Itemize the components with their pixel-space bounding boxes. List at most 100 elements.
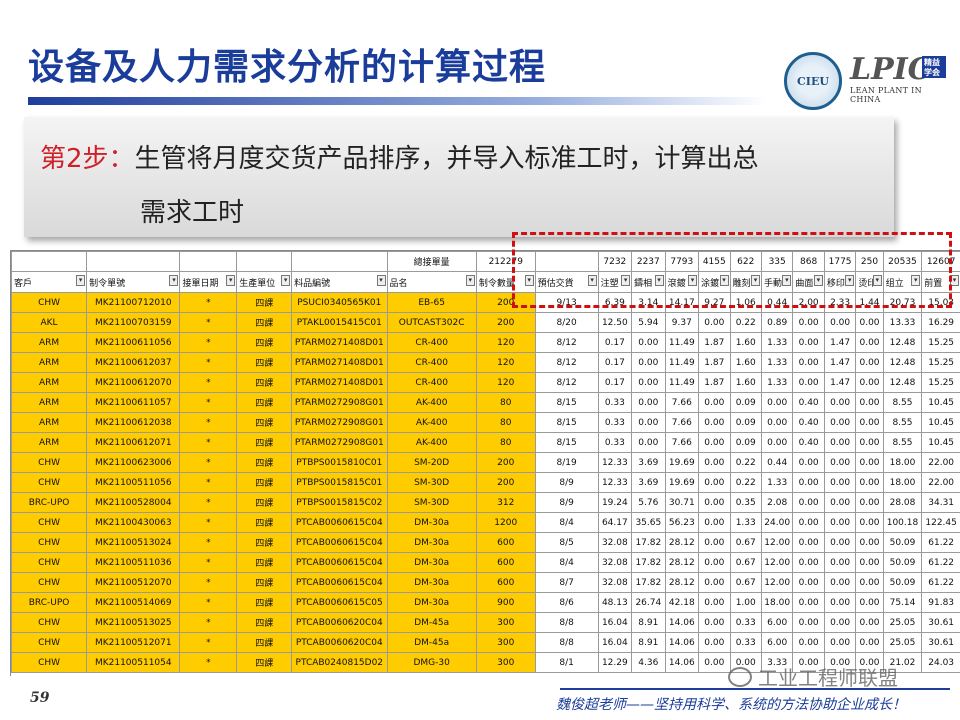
step-callout-box xyxy=(24,117,894,237)
table-cell: AKL xyxy=(11,312,88,333)
table-cell: * xyxy=(179,472,238,493)
table-cell: 8/1 xyxy=(534,652,599,673)
table-cell: 12.29 xyxy=(597,652,633,673)
table-cell: 0.00 xyxy=(792,492,825,513)
table-cell: 8.91 xyxy=(631,612,666,633)
table-row: AKL MK21100703159 * 四課 PTAKL0015415C01 OUTCAS… xyxy=(11,312,960,333)
filter-dropdown-icon[interactable]: ▾ xyxy=(621,275,631,286)
table-cell: 0.33 xyxy=(597,432,633,453)
table-cell: 0.00 xyxy=(823,552,857,573)
table-cell: 0.00 xyxy=(855,632,884,653)
filter-dropdown-icon[interactable]: ▾ xyxy=(688,275,698,286)
table-cell: 8/19 xyxy=(534,452,599,473)
filter-dropdown-icon[interactable]: ▾ xyxy=(587,275,597,286)
table-cell: 61.22 xyxy=(921,552,960,573)
table-cell: 200 xyxy=(475,312,536,333)
total-cell xyxy=(291,251,388,272)
table-cell: MK21100611056 xyxy=(86,332,181,353)
table-cell: CR-400 xyxy=(386,332,477,353)
filter-dropdown-icon[interactable]: ▾ xyxy=(872,275,882,286)
filter-dropdown-icon[interactable]: ▾ xyxy=(654,275,664,286)
filter-dropdown-icon[interactable]: ▾ xyxy=(376,275,386,286)
table-cell: 8/5 xyxy=(534,532,599,553)
table-cell: 12.00 xyxy=(760,552,794,573)
table-cell: ARM xyxy=(11,332,88,353)
filter-dropdown-icon[interactable]: ▾ xyxy=(911,275,921,286)
column-header: 烫印 ▾ xyxy=(855,271,884,293)
column-header-label: 前置 xyxy=(924,278,943,289)
table-cell: 0.00 xyxy=(855,392,884,413)
column-header: 移印 ▾ xyxy=(823,271,857,293)
filter-dropdown-icon[interactable]: ▾ xyxy=(813,275,823,286)
table-cell: 8/12 xyxy=(534,352,599,373)
table-cell: 18.00 xyxy=(882,452,923,473)
table-cell: 8/6 xyxy=(534,592,599,613)
table-cell: 0.00 xyxy=(698,392,731,413)
table-cell: 0.00 xyxy=(792,512,825,533)
table-cell: MK21100623006 xyxy=(86,452,181,473)
table-cell: 0.00 xyxy=(823,572,857,593)
table-cell: PTARM0271408D01 xyxy=(291,372,388,393)
table-cell: 28.12 xyxy=(664,532,700,553)
table-cell: CHW xyxy=(11,472,88,493)
table-cell: 32.08 xyxy=(597,572,633,593)
table-cell: 3.69 xyxy=(631,472,666,493)
table-row: ARM MK21100611056 * 四課 PTARM0271408D01 CR-400… xyxy=(11,332,960,353)
column-header-label: 曲面 xyxy=(795,278,814,289)
table-cell: 四課 xyxy=(236,432,293,453)
table-cell: 91.83 xyxy=(921,592,960,613)
table-cell: 0.00 xyxy=(698,432,731,453)
table-cell: 0.22 xyxy=(729,312,762,333)
filter-dropdown-icon[interactable]: ▾ xyxy=(719,275,729,286)
column-header: 涂鍍 ▾ xyxy=(698,271,731,293)
column-header-label: 涂鍍 xyxy=(701,278,720,289)
table-cell: MK21100612071 xyxy=(86,432,181,453)
filter-dropdown-icon[interactable]: ▾ xyxy=(226,275,236,286)
filter-dropdown-icon[interactable]: ▾ xyxy=(169,275,179,286)
table-cell: MK21100430063 xyxy=(86,512,181,533)
filter-dropdown-icon[interactable]: ▾ xyxy=(76,275,86,286)
table-cell: ARM xyxy=(11,372,88,393)
table-cell: 312 xyxy=(475,492,536,513)
table-cell: 12.48 xyxy=(882,352,923,373)
table-cell: OUTCAST302C xyxy=(386,312,477,333)
table-cell: 50.09 xyxy=(882,532,923,553)
table-cell: 1.33 xyxy=(760,332,794,353)
table-cell: BRC-UPO xyxy=(11,492,88,513)
table-cell: 0.00 xyxy=(698,492,731,513)
table-cell: 四課 xyxy=(236,292,293,313)
table-cell: * xyxy=(179,512,238,533)
table-cell: MK21100511036 xyxy=(86,552,181,573)
filter-dropdown-icon[interactable]: ▾ xyxy=(782,275,792,286)
table-cell: 0.00 xyxy=(792,452,825,473)
watermark: 工业工程师联盟 xyxy=(728,662,898,691)
table-cell: 48.13 xyxy=(597,592,633,613)
table-cell: 0.67 xyxy=(729,552,762,573)
table-cell: 0.22 xyxy=(729,452,762,473)
column-header-label: 雕刻 xyxy=(732,278,751,289)
total-label: 總接單量 xyxy=(386,251,477,272)
table-cell: ARM xyxy=(11,352,88,373)
table-cell: 300 xyxy=(475,632,536,653)
table-cell: 0.00 xyxy=(760,412,794,433)
table-cell: 0.00 xyxy=(760,392,794,413)
table-cell: 30.71 xyxy=(664,492,700,513)
table-cell: 24.03 xyxy=(921,652,960,673)
table-cell: 0.00 xyxy=(698,572,731,593)
table-cell: PTARM0272908G01 xyxy=(291,392,388,413)
filter-dropdown-icon[interactable]: ▾ xyxy=(750,275,760,286)
table-row: ARM MK21100612038 * 四課 PTARM0272908G01 AK-400… xyxy=(11,412,960,433)
table-cell: PTARM0272908G01 xyxy=(291,412,388,433)
filter-dropdown-icon[interactable]: ▾ xyxy=(524,275,534,286)
filter-dropdown-icon[interactable]: ▾ xyxy=(465,275,475,286)
filter-dropdown-icon[interactable]: ▾ xyxy=(281,275,291,286)
table-row: CHW MK21100430063 * 四課 PTCAB0060615C04 DM-30a… xyxy=(11,512,960,533)
table-cell: 16.29 xyxy=(921,312,960,333)
table-cell: 42.18 xyxy=(664,592,700,613)
table-cell: 0.00 xyxy=(698,652,731,673)
column-header-label: 品名 xyxy=(389,278,408,289)
table-cell: MK21100511054 xyxy=(86,652,181,673)
table-cell: 30.61 xyxy=(921,612,960,633)
table-row: CHW MK21100511054 * 四課 PTCAB0240815D02 DMG-30… xyxy=(11,652,960,673)
filter-dropdown-icon[interactable]: ▾ xyxy=(845,275,855,286)
